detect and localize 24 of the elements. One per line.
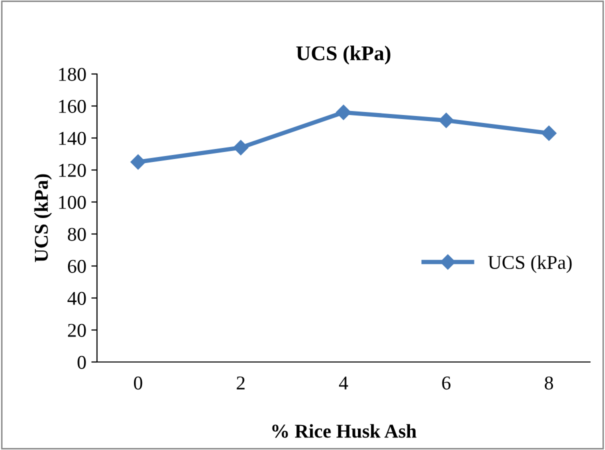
point [336, 104, 352, 120]
point [541, 126, 556, 141]
x-tick-label: 6 [442, 376, 450, 390]
y-tick-label: 180 [59, 68, 86, 81]
x-tick-label: 2 [236, 376, 245, 390]
y-tick-label: 160 [59, 100, 86, 113]
point [233, 140, 248, 156]
chart-title: UCS (kPa) [296, 46, 390, 65]
point [438, 112, 454, 128]
y-tick-label: 120 [59, 164, 86, 177]
y-tick-label: 100 [59, 196, 86, 209]
y-axis-title: UCS (kPa) [34, 174, 52, 262]
y-tick-label: 80 [68, 228, 86, 241]
x-tick-label: 8 [544, 376, 554, 390]
y-tick-label: 0 [78, 356, 86, 369]
x-tick-label: 0 [134, 376, 142, 390]
y-tick-label: 60 [68, 260, 86, 273]
y-tick-label: 140 [59, 132, 86, 145]
x-axis-title: % Rice Husk Ash [272, 424, 416, 438]
point [130, 154, 146, 170]
legend-label: UCS (kPa) [488, 255, 572, 273]
y-tick-label: 40 [68, 292, 86, 305]
y-tick-label: 20 [68, 324, 86, 337]
x-tick-label: 4 [339, 376, 348, 390]
